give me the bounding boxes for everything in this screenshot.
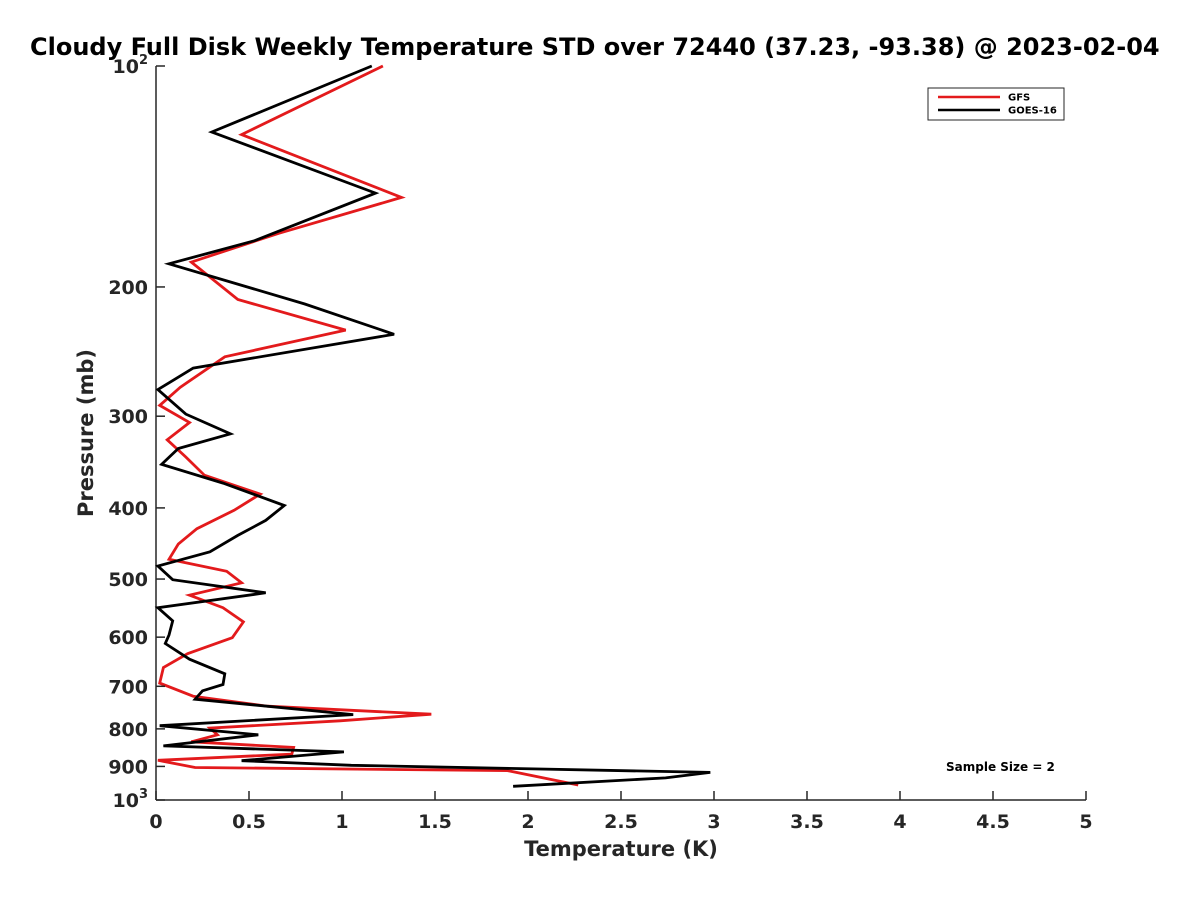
x-tick-label: 4 — [893, 811, 906, 833]
chart-title: Cloudy Full Disk Weekly Temperature STD … — [30, 33, 1160, 61]
y-tick-label: 300 — [108, 406, 148, 428]
x-tick-label: 2 — [521, 811, 534, 833]
x-tick-label: 0.5 — [232, 811, 266, 833]
y-tick-label: 500 — [108, 569, 148, 591]
legend-box — [927, 87, 1065, 121]
x-tick-label: 3.5 — [790, 811, 824, 833]
y-tick-label: 800 — [108, 719, 148, 741]
series-line-gfs — [157, 64, 579, 787]
y-ticks: 102 200 300 400 500 600 700 800 900 103 — [108, 53, 165, 812]
x-axis-label: Temperature (K) — [524, 837, 718, 861]
legend-label-goes16: GOES-16 — [1008, 106, 1057, 117]
x-tick-label: 2.5 — [604, 811, 638, 833]
plot-area — [154, 64, 1086, 801]
x-tick-label: 1.5 — [418, 811, 452, 833]
y-tick-label: 103 — [113, 787, 149, 812]
y-tick-label: 102 — [113, 53, 149, 78]
y-tick-label: 400 — [108, 498, 148, 520]
y-tick-label: 600 — [108, 627, 148, 649]
x-tick-label: 1 — [335, 811, 348, 833]
x-tick-label: 5 — [1079, 811, 1092, 833]
y-tick-label: 200 — [108, 277, 148, 299]
sample-size-annotation: Sample Size = 2 — [946, 760, 1055, 774]
x-tick-label: 3 — [707, 811, 720, 833]
series-layer — [154, 64, 711, 788]
x-ticks: 0 0.5 1 1.5 2 2.5 3 3.5 4 4.5 5 — [149, 791, 1093, 833]
x-tick-label: 4.5 — [976, 811, 1010, 833]
series-line-goes16 — [154, 64, 711, 788]
y-axis-label: Pressure (mb) — [74, 349, 98, 517]
y-tick-label: 900 — [108, 756, 148, 778]
legend: GFS GOES-16 — [927, 87, 1065, 121]
y-tick-label: 700 — [108, 676, 148, 698]
x-tick-label: 0 — [149, 811, 162, 833]
legend-label-gfs: GFS — [1008, 93, 1030, 104]
